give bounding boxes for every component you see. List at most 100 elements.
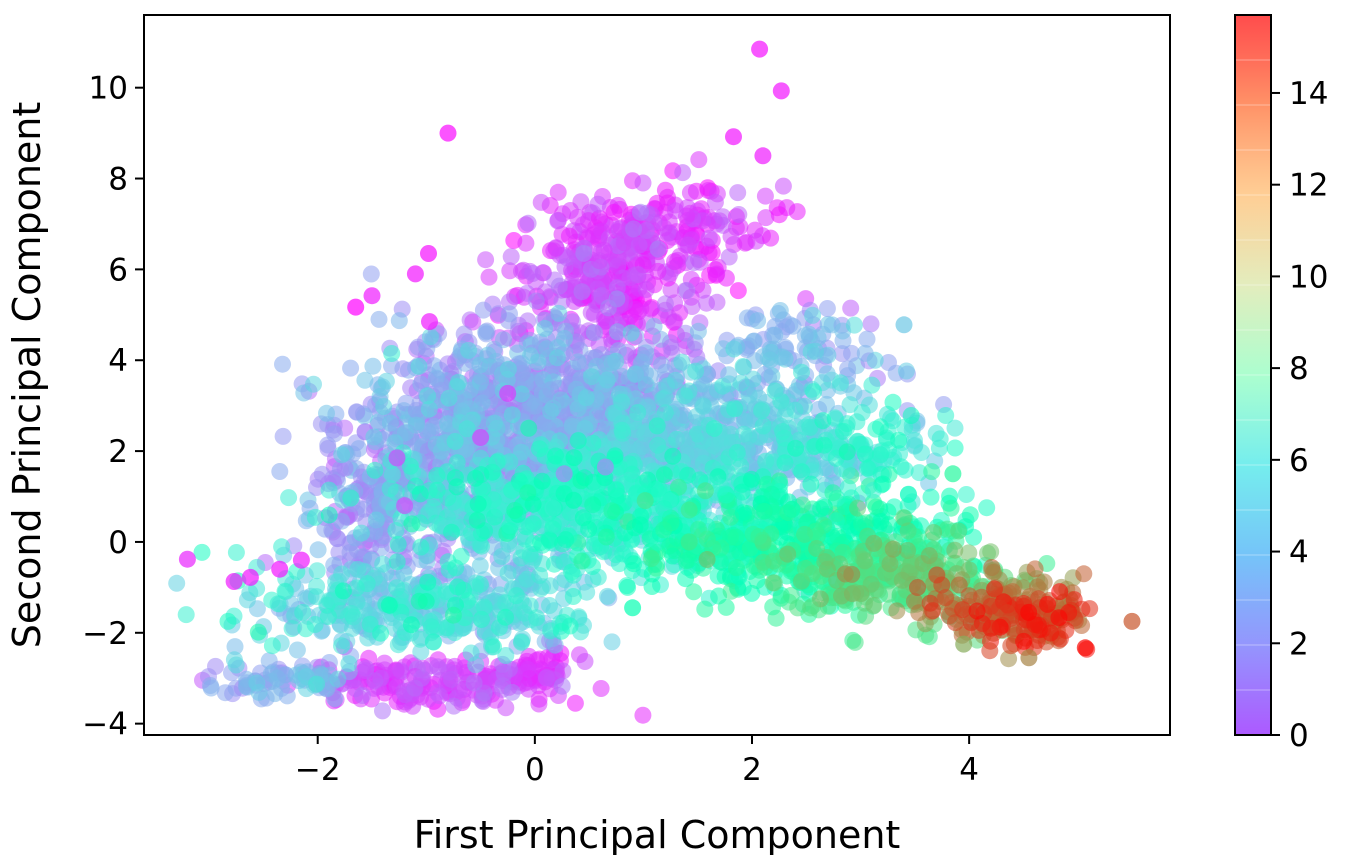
- scatter-point: [421, 328, 439, 346]
- outlier-point: [944, 465, 962, 483]
- scatter-point: [662, 514, 680, 532]
- scatter-point: [884, 540, 902, 558]
- scatter-point: [902, 407, 920, 424]
- scatter-point: [381, 414, 399, 432]
- outlier-point: [624, 599, 642, 617]
- scatter-point: [862, 315, 880, 333]
- scatter-point: [630, 236, 648, 254]
- scatter-point: [501, 522, 519, 540]
- scatter-point: [705, 420, 723, 437]
- outlier-point: [499, 384, 517, 402]
- scatter-point: [590, 252, 608, 270]
- scatter-point: [613, 393, 631, 411]
- scatter-point: [720, 248, 738, 266]
- scatter-point: [625, 220, 643, 238]
- scatter-point: [802, 475, 820, 493]
- scatter-point: [849, 499, 867, 517]
- scatter-point: [469, 495, 487, 513]
- scatter-point: [520, 419, 538, 437]
- scatter-point: [654, 390, 672, 408]
- scatter-point: [763, 485, 781, 503]
- scatter-point: [1039, 595, 1056, 613]
- scatter-point: [488, 420, 506, 437]
- scatter-point: [550, 277, 568, 295]
- scatter-point: [649, 240, 667, 258]
- scatter-point: [425, 633, 442, 651]
- scatter-point: [551, 432, 569, 450]
- scatter-point: [495, 664, 513, 682]
- scatter-point: [273, 538, 291, 556]
- scatter-point: [589, 195, 607, 213]
- scatter-point: [946, 439, 964, 457]
- scatter-point: [597, 528, 615, 546]
- scatter-point: [465, 674, 483, 692]
- scatter-point: [942, 499, 960, 517]
- scatter-point: [550, 304, 568, 322]
- scatter-point: [480, 268, 498, 286]
- scatter-point: [565, 491, 583, 509]
- scatter-point: [576, 653, 594, 670]
- scatter-point: [833, 587, 850, 605]
- scatter-point: [681, 204, 699, 222]
- outlier-point: [420, 245, 437, 262]
- scatter-point: [761, 351, 779, 369]
- scatter-point: [389, 535, 407, 553]
- scatter-point: [364, 357, 382, 375]
- scatter-point: [422, 618, 440, 636]
- scatter-point: [569, 432, 587, 450]
- scatter-point: [961, 506, 979, 524]
- scatter-point: [659, 188, 676, 206]
- scatter-point: [793, 363, 810, 381]
- scatter-point: [717, 486, 735, 504]
- scatter-point: [895, 509, 913, 527]
- scatter-point: [884, 393, 902, 411]
- scatter-point: [815, 516, 833, 534]
- scatter-point: [309, 541, 327, 559]
- scatter-point: [937, 407, 955, 424]
- scatter-point: [835, 422, 852, 440]
- scatter-point: [637, 222, 655, 239]
- scatter-point: [342, 489, 360, 507]
- scatter-point: [816, 498, 834, 516]
- scatter-point: [978, 499, 996, 517]
- scatter-point: [564, 588, 582, 605]
- scatter-point: [700, 229, 718, 247]
- scatter-point: [645, 317, 663, 335]
- scatter-point: [549, 183, 567, 201]
- scatter-point: [787, 439, 805, 457]
- scatter-point: [634, 706, 652, 724]
- scatter-point: [333, 637, 350, 655]
- scatter-point: [536, 320, 554, 337]
- scatter-point: [390, 312, 408, 330]
- scatter-point: [609, 249, 627, 267]
- scatter-point: [307, 588, 325, 606]
- scatter-point: [867, 498, 885, 516]
- scatter-point: [471, 356, 489, 374]
- scatter-point: [227, 544, 245, 561]
- scatter-point: [499, 564, 517, 582]
- outlier-point: [1020, 649, 1038, 667]
- scatter-point: [530, 695, 548, 713]
- outlier-point: [347, 298, 365, 316]
- scatter-point: [796, 326, 814, 344]
- scatter-point: [1015, 632, 1033, 650]
- scatter-point: [590, 209, 608, 227]
- scatter-point: [495, 331, 512, 349]
- scatter-point: [490, 499, 508, 517]
- scatter-point: [1026, 560, 1044, 578]
- scatter-point: [642, 550, 660, 567]
- scatter-point: [308, 562, 326, 580]
- scatter-point: [802, 599, 820, 617]
- scatter-point: [547, 239, 565, 257]
- scatter-point: [727, 559, 745, 577]
- scatter-point: [750, 528, 768, 545]
- scatter-point: [526, 375, 544, 392]
- scatter-point: [552, 622, 570, 640]
- scatter-point: [280, 489, 298, 507]
- scatter-point: [529, 353, 547, 371]
- scatter-point: [779, 545, 797, 563]
- scatter-point: [524, 495, 542, 513]
- scatter-point: [736, 234, 754, 252]
- scatter-point: [680, 533, 698, 551]
- scatter-point: [863, 376, 881, 394]
